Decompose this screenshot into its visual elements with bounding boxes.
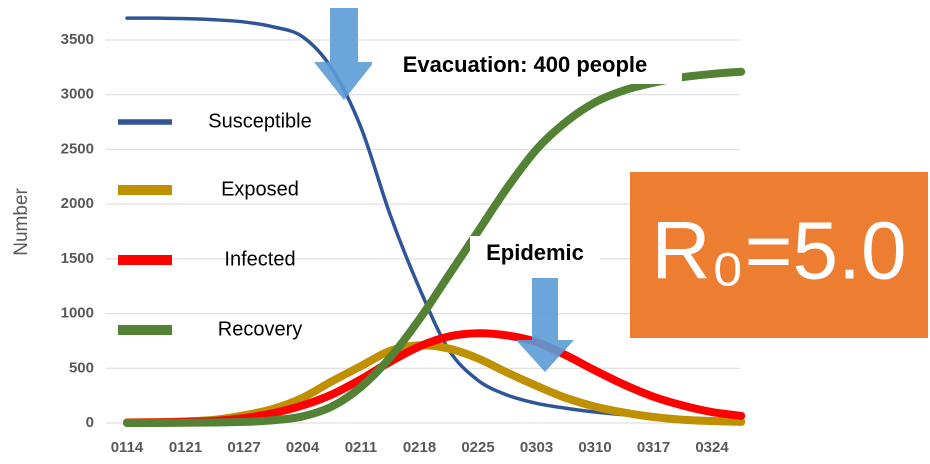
legend-label: Recovery: [218, 318, 302, 340]
legend-label: Infected: [224, 248, 295, 270]
x-tick-label: 0114: [111, 439, 144, 456]
x-tick-label: 0127: [227, 439, 260, 456]
y-tick-label: 1000: [61, 305, 94, 322]
x-tick-label: 0204: [286, 439, 320, 456]
annotation: Epidemic: [486, 240, 584, 265]
y-tick-label: 1500: [61, 250, 94, 267]
x-tick-label: 0310: [578, 439, 611, 456]
y-tick-label: 2500: [61, 140, 94, 157]
y-tick-label: 3000: [61, 86, 94, 103]
series-line: [123, 67, 746, 428]
x-tick-label: 0211: [345, 439, 378, 456]
x-tick-label: 0225: [461, 439, 494, 456]
x-tick-label: 0218: [403, 439, 436, 456]
legend-label: Susceptible: [208, 110, 311, 132]
legend-label: Exposed: [221, 178, 299, 200]
annotation-bg: [372, 48, 682, 84]
r0-label: R₀=5.0: [651, 206, 906, 297]
y-tick-label: 0: [86, 414, 94, 431]
x-tick-label: 0121: [169, 439, 202, 456]
annotation-bg: [470, 236, 600, 272]
annotation: Evacuation: 400 people: [403, 52, 648, 77]
r0-box: [630, 172, 928, 338]
arrow: [314, 8, 374, 100]
y-tick-label: 500: [69, 359, 94, 376]
y-tick-label: 3500: [61, 31, 94, 48]
x-tick-label: 0324: [695, 439, 729, 456]
series-line: [123, 341, 746, 427]
arrow: [516, 278, 574, 372]
y-tick-label: 2000: [61, 195, 94, 212]
x-tick-label: 0303: [520, 439, 553, 456]
y-axis-label: Number: [11, 188, 32, 256]
x-tick-label: 0317: [637, 439, 670, 456]
